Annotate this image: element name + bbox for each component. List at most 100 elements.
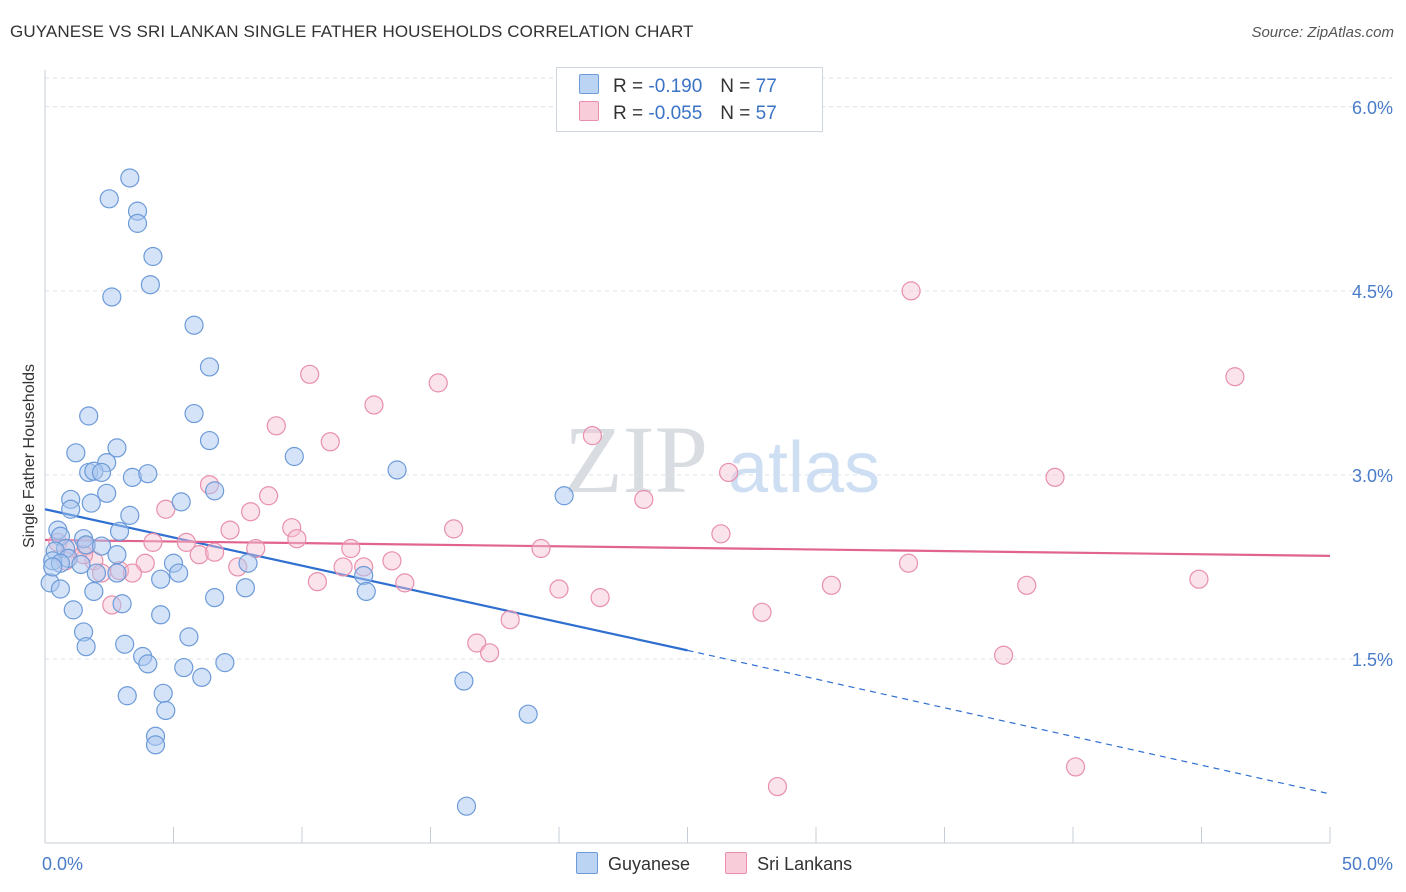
srilankan-point bbox=[143, 532, 163, 552]
srilankan-point bbox=[287, 529, 307, 549]
guyanese-legend-swatch bbox=[576, 852, 598, 874]
srilankan-point bbox=[300, 364, 320, 384]
srilankan-point bbox=[246, 538, 266, 559]
srilankan-point bbox=[590, 588, 610, 608]
guyanese-point bbox=[179, 627, 199, 647]
axes bbox=[44, 70, 1331, 844]
srilankan-legend-swatch bbox=[725, 852, 748, 874]
srilankan-point bbox=[767, 776, 788, 797]
srilankan-point bbox=[241, 502, 261, 522]
guyanese-point bbox=[86, 563, 107, 583]
guyanese-n-label: N = bbox=[720, 76, 751, 97]
guyanese-n-value: 77 bbox=[755, 76, 777, 97]
guyanese-point bbox=[99, 189, 119, 209]
guyanese-point bbox=[84, 581, 104, 602]
srilankan-point bbox=[500, 610, 520, 630]
guyanese-point bbox=[145, 735, 166, 755]
srilankan-point bbox=[752, 602, 772, 622]
srilankan-swatch bbox=[579, 101, 599, 121]
legend-item-guyanese[interactable]: Guyanese bbox=[576, 852, 690, 875]
guyanese-point bbox=[215, 653, 235, 673]
guyanese-point bbox=[91, 536, 112, 556]
guyanese-point bbox=[91, 462, 112, 483]
srilankan-point bbox=[1065, 757, 1086, 777]
guyanese-point bbox=[76, 637, 96, 657]
srilankan-point bbox=[395, 573, 415, 593]
srilankan-point bbox=[341, 538, 361, 559]
guyanese-point bbox=[81, 493, 101, 513]
sri-lankans-points bbox=[48, 281, 1245, 797]
srilankan-trend-line bbox=[44, 538, 1331, 557]
guyanese-point bbox=[518, 704, 538, 724]
guyanese-point bbox=[79, 406, 99, 426]
guyanese-point bbox=[112, 594, 132, 614]
guyanese-point bbox=[127, 213, 148, 233]
srilankan-n-value: 57 bbox=[755, 103, 777, 124]
guyanese-point bbox=[66, 443, 86, 463]
legend-item-srilankans[interactable]: Sri Lankans bbox=[725, 852, 852, 875]
series-legend: Guyanese Sri Lankans bbox=[576, 852, 882, 875]
srilankan-point bbox=[1189, 569, 1209, 589]
guyanese-point bbox=[235, 578, 256, 598]
guyanese-point bbox=[171, 492, 191, 512]
guyanese-point bbox=[120, 168, 140, 188]
srilankan-r-label: R = bbox=[613, 103, 644, 124]
correlation-legend: R = -0.190 N = 77 R = -0.055 N = 57 bbox=[556, 67, 823, 132]
guyanese-swatch bbox=[579, 74, 599, 94]
watermark: ZIP atlas bbox=[564, 406, 880, 513]
srilankan-point bbox=[444, 519, 464, 539]
guyanese-point bbox=[138, 464, 158, 484]
guyanese-point bbox=[356, 581, 376, 602]
guyanese-point bbox=[174, 657, 194, 678]
watermark-atlas: atlas bbox=[728, 428, 880, 508]
srilankan-point bbox=[258, 486, 279, 506]
guyanese-point bbox=[199, 430, 220, 451]
srilankan-point bbox=[282, 518, 302, 538]
y-tick-label-3: 6.0% bbox=[1352, 98, 1393, 118]
srilankan-point bbox=[1225, 367, 1245, 387]
guyanese-point bbox=[61, 499, 81, 519]
guyanese-point bbox=[151, 605, 171, 625]
srilankan-point bbox=[719, 462, 739, 483]
guyanese-point bbox=[456, 796, 477, 816]
guyanese-point bbox=[284, 446, 304, 467]
guyanese-point bbox=[354, 565, 374, 586]
guyanese-point bbox=[205, 481, 225, 501]
y-tick-label-2: 4.5% bbox=[1352, 282, 1393, 302]
srilankan-point bbox=[1017, 575, 1037, 595]
srilankan-point bbox=[220, 520, 240, 540]
guyanese-legend-label: Guyanese bbox=[608, 854, 691, 874]
guyanese-trend-extension bbox=[687, 649, 1331, 795]
guyanese-point bbox=[143, 246, 163, 267]
srilankan-point bbox=[1045, 467, 1065, 487]
guyanese-point bbox=[109, 521, 130, 541]
x-tick-label-0: 0.0% bbox=[42, 854, 83, 874]
guyanese-point bbox=[184, 403, 204, 424]
srilankan-point bbox=[531, 538, 551, 559]
guyanese-point bbox=[153, 683, 173, 703]
guyanese-point bbox=[184, 315, 204, 335]
srilankan-point bbox=[364, 395, 384, 415]
guyanese-point bbox=[140, 275, 160, 295]
trend-lines bbox=[44, 508, 1331, 795]
guyanese-point bbox=[115, 634, 135, 654]
srilankan-point bbox=[994, 645, 1014, 665]
guyanese-point bbox=[97, 483, 117, 503]
srilankan-legend-label: Sri Lankans bbox=[757, 854, 853, 874]
srilankan-point bbox=[382, 551, 402, 571]
guyanese-point bbox=[107, 563, 127, 583]
legend-row-guyanese: R = -0.190 N = 77 bbox=[579, 74, 777, 100]
x-tick-label-1: 50.0% bbox=[1342, 854, 1393, 874]
guyanese-point bbox=[107, 545, 127, 565]
guyanese-r-label: R = bbox=[613, 76, 644, 97]
guyanese-point bbox=[120, 505, 140, 525]
srilankan-point bbox=[176, 532, 196, 552]
srilankan-point bbox=[428, 373, 448, 393]
srilankan-point bbox=[634, 489, 654, 510]
guyanese-r-value: -0.190 bbox=[648, 76, 703, 97]
srilankan-point bbox=[898, 553, 919, 573]
source-credit: Source: ZipAtlas.com bbox=[1251, 24, 1394, 41]
srilankan-point bbox=[480, 643, 500, 663]
srilankan-point bbox=[711, 524, 731, 544]
